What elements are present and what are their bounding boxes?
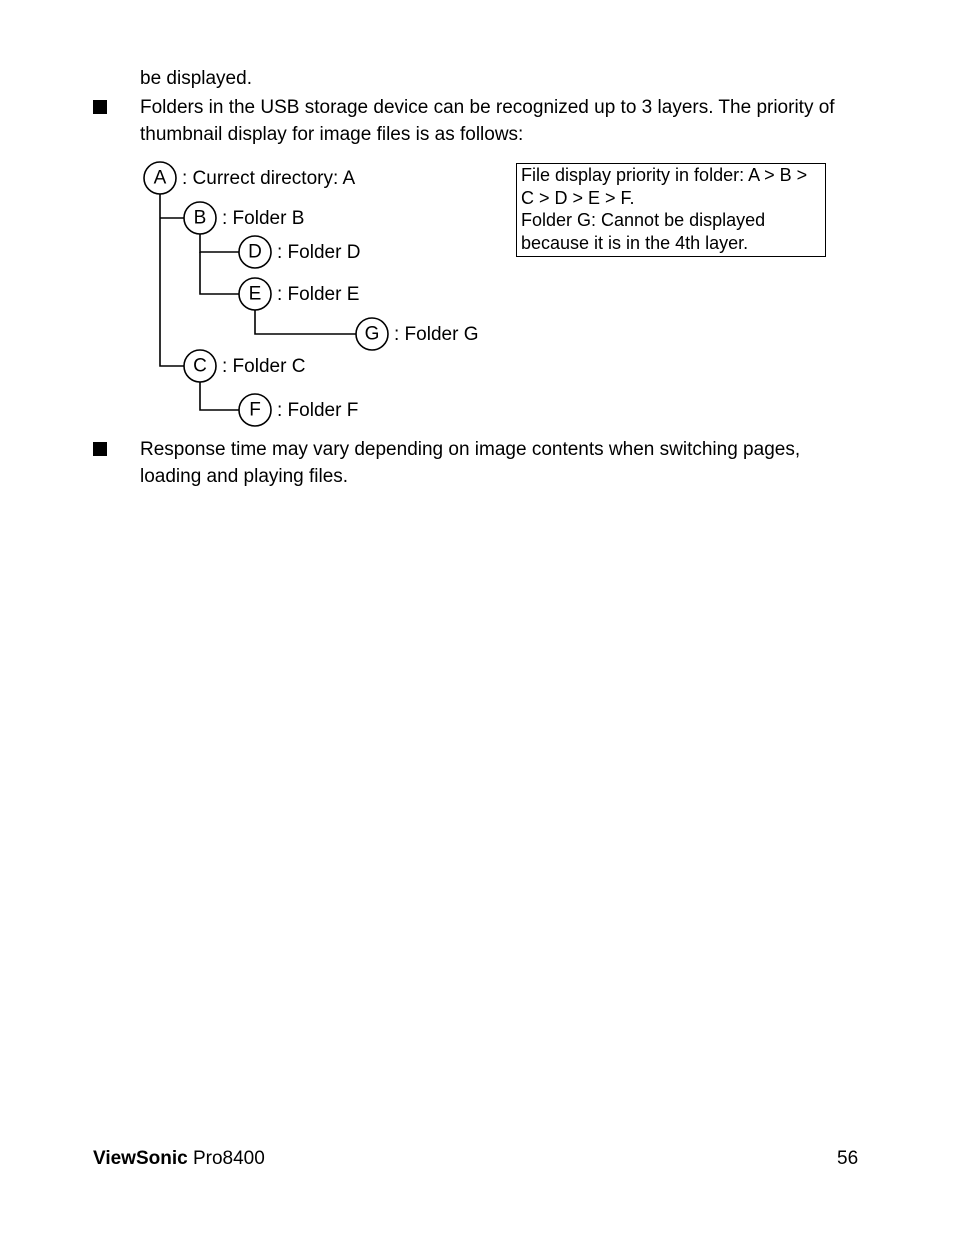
tree-connector <box>160 194 184 366</box>
bullet-item-2: Response time may vary depending on imag… <box>93 437 863 490</box>
tree-node-label-g: : Folder G <box>394 324 478 346</box>
tree-node-label-f: : Folder F <box>277 400 358 422</box>
footer-brand-bold: ViewSonic <box>93 1148 188 1169</box>
info-line-2: Folder G: Cannot be displayed because it… <box>521 209 821 254</box>
tree-node-letter: G <box>365 324 380 345</box>
tree-node-letter: A <box>154 168 167 189</box>
tree-node-label-c: : Folder C <box>222 356 305 378</box>
square-bullet-icon <box>93 100 107 114</box>
tree-node-letter: C <box>193 356 207 377</box>
square-bullet-icon <box>93 442 107 456</box>
footer-page-number: 56 <box>837 1148 858 1170</box>
tree-node-label-d: : Folder D <box>277 242 360 264</box>
tree-connector <box>255 310 356 334</box>
tree-node-letter: E <box>249 284 262 305</box>
info-line-1: File display priority in folder: A > B >… <box>521 164 821 209</box>
bullet-item-1: Folders in the USB storage device can be… <box>93 95 863 148</box>
tree-node-label-b: : Folder B <box>222 208 304 230</box>
tree-connector <box>200 252 239 294</box>
tree-node-label-e: : Folder E <box>277 284 359 306</box>
priority-info-box: File display priority in folder: A > B >… <box>516 163 826 257</box>
footer-brand: ViewSonic Pro8400 <box>93 1148 265 1170</box>
tree-node-letter: F <box>249 400 261 421</box>
tree-node-letter: B <box>194 208 207 229</box>
bullet-text-1: Folders in the USB storage device can be… <box>140 95 860 148</box>
footer-brand-model: Pro8400 <box>188 1148 265 1169</box>
tree-connector <box>200 234 239 252</box>
bullet-text-2: Response time may vary depending on imag… <box>140 437 860 490</box>
tree-node-letter: D <box>248 242 262 263</box>
fragment-line: be displayed. <box>140 66 252 93</box>
tree-node-label-a: : Currect directory: A <box>182 168 355 190</box>
folder-tree-diagram: A B DE G C F : Currect directory: A : Folder B… <box>140 160 510 430</box>
document-page: be displayed. Folders in the USB storage… <box>0 0 954 1241</box>
tree-connector <box>200 382 239 410</box>
